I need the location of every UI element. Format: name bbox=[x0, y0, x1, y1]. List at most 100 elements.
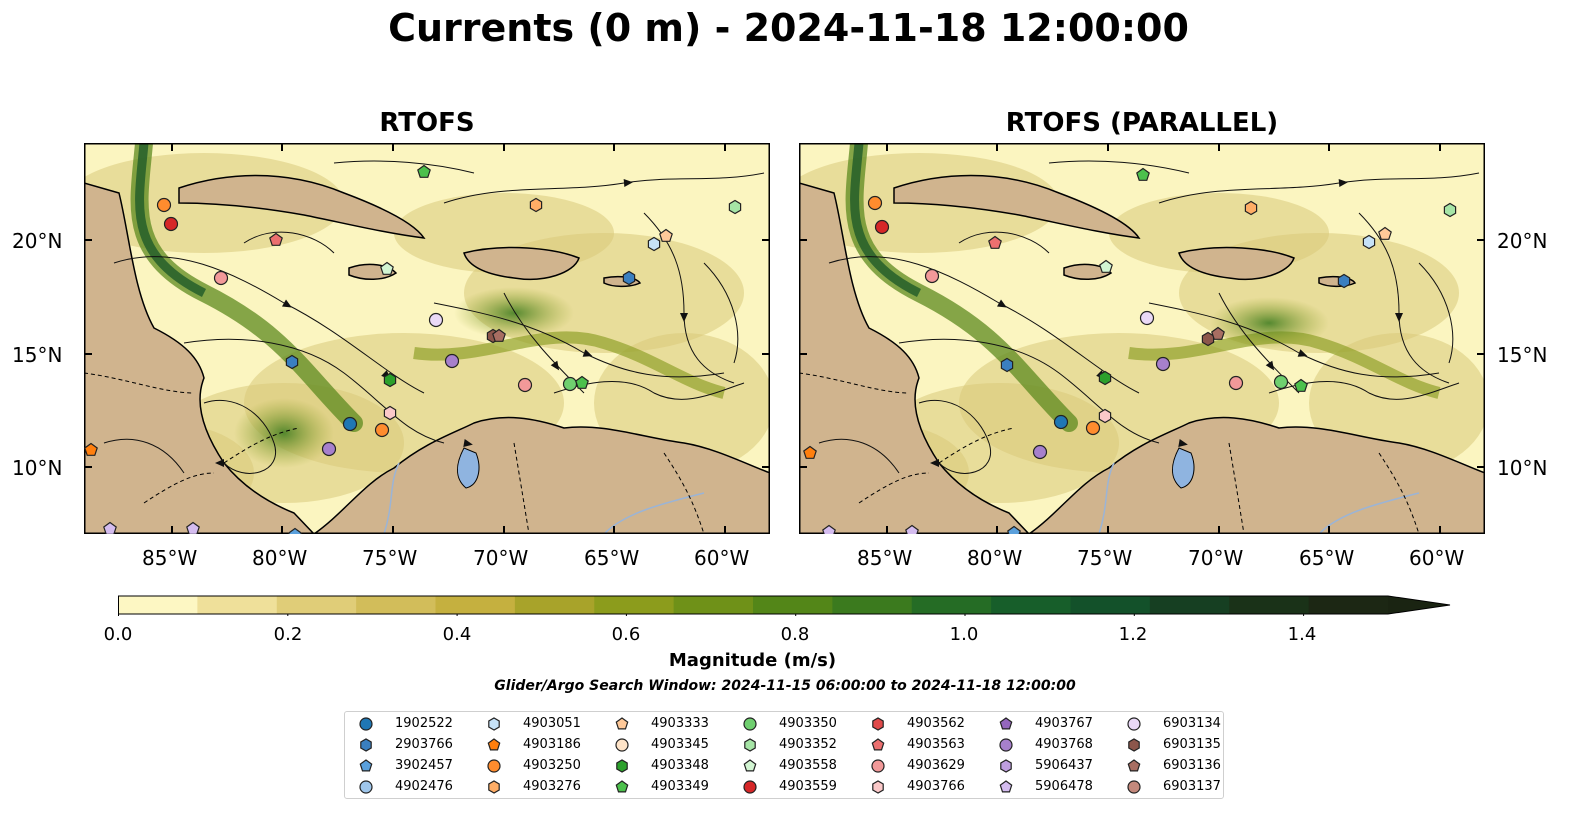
map-panel-rtofs bbox=[84, 143, 770, 534]
legend-marker bbox=[999, 738, 1013, 752]
legend-marker bbox=[488, 780, 500, 794]
float-marker-4903629 bbox=[517, 377, 533, 393]
float-marker-4903349 bbox=[417, 164, 431, 178]
legend-marker-circle-icon bbox=[743, 780, 757, 794]
panel-title-rtofs: RTOFS bbox=[379, 108, 475, 138]
colorbar-tick-7: 1.4 bbox=[1287, 624, 1317, 645]
lon-tick-left-85w: 85°W bbox=[142, 546, 198, 570]
legend-label: 4903629 bbox=[907, 758, 965, 773]
lat-tick-right-20n: 20°N bbox=[1497, 229, 1548, 253]
lake-maracaibo bbox=[457, 447, 480, 489]
float-marker-5906478 bbox=[822, 524, 836, 534]
streamline bbox=[113, 256, 425, 394]
colorbar-tick-3: 0.6 bbox=[611, 624, 641, 645]
streamline-arrow bbox=[463, 439, 473, 447]
lon-tick-left-80w: 80°W bbox=[252, 546, 308, 570]
legend-marker bbox=[487, 738, 501, 751]
float-marker-6903135 bbox=[1201, 331, 1215, 347]
float-marker-4903766 bbox=[383, 405, 397, 421]
legend-marker-pentagon-icon bbox=[359, 759, 373, 772]
colorbar-label: Magnitude (m/s) bbox=[668, 650, 837, 671]
river bbox=[383, 462, 400, 534]
streamline-arrow bbox=[1297, 349, 1308, 357]
legend-marker bbox=[872, 780, 884, 794]
legend-marker bbox=[999, 780, 1013, 793]
legend-marker bbox=[615, 738, 629, 752]
land-central-america bbox=[84, 182, 316, 534]
streamline-arrow bbox=[1178, 439, 1188, 447]
legend-marker-pentagon-icon bbox=[999, 717, 1013, 730]
streamline-arrow bbox=[550, 360, 560, 371]
legend-marker bbox=[359, 780, 373, 794]
float-marker-4903250 bbox=[1085, 420, 1101, 436]
legend-label: 2903766 bbox=[395, 737, 453, 752]
streamline bbox=[1358, 212, 1450, 384]
colorbar-segment bbox=[118, 596, 198, 614]
float-marker-4903349 bbox=[1136, 167, 1150, 181]
country-border bbox=[799, 372, 1015, 504]
legend-label: 4903348 bbox=[651, 758, 709, 773]
streamline-arrow bbox=[215, 459, 224, 467]
lon-tick-right-80w: 80°W bbox=[967, 546, 1023, 570]
river bbox=[603, 492, 705, 534]
streamline bbox=[203, 399, 277, 474]
legend-label: 5906437 bbox=[1035, 758, 1093, 773]
float-marker-4903558 bbox=[380, 261, 394, 275]
float-marker-4903768 bbox=[1155, 356, 1171, 372]
land-central-america bbox=[799, 182, 1031, 534]
legend-label: 4903766 bbox=[907, 779, 965, 794]
float-marker-4903350 bbox=[562, 376, 578, 392]
legend-label: 4903349 bbox=[651, 779, 709, 794]
legend-label: 4903333 bbox=[651, 716, 709, 731]
streamline-arrow bbox=[1395, 313, 1403, 322]
float-marker-5906478 bbox=[103, 521, 117, 534]
legend-label: 4903352 bbox=[779, 737, 837, 752]
legend-marker bbox=[359, 759, 373, 772]
streamline bbox=[918, 399, 992, 474]
colorbar-segment bbox=[1149, 596, 1230, 614]
legend-marker-circle-icon bbox=[487, 759, 501, 773]
float-marker-4903051 bbox=[647, 236, 661, 252]
lat-tick-right-10n: 10°N bbox=[1497, 456, 1548, 480]
lake-maracaibo bbox=[1172, 447, 1195, 489]
colorbar-segment bbox=[276, 596, 357, 614]
colorbar-tick-4: 0.8 bbox=[780, 624, 810, 645]
eddy-feature bbox=[234, 398, 334, 468]
legend-label: 3902457 bbox=[395, 758, 453, 773]
legend-label: 5906478 bbox=[1035, 779, 1093, 794]
colorbar-segment bbox=[514, 596, 595, 614]
legend-marker bbox=[743, 717, 757, 731]
colorbar-segment bbox=[1308, 596, 1389, 614]
legend-marker-pentagon-icon bbox=[1127, 759, 1141, 772]
streamline bbox=[703, 262, 739, 364]
float-marker-4903558 bbox=[1099, 259, 1113, 273]
legend-marker-circle-icon bbox=[615, 738, 629, 752]
map-frame bbox=[799, 143, 1485, 534]
legend-label: 4903562 bbox=[907, 716, 965, 731]
lon-tick-right-60w: 60°W bbox=[1409, 546, 1465, 570]
legend-marker-pentagon-icon bbox=[871, 738, 885, 751]
legend-marker-hexagon-icon bbox=[744, 738, 756, 752]
streamline bbox=[103, 438, 185, 474]
float-marker-4903349 bbox=[1294, 378, 1308, 392]
float-marker-4903629 bbox=[213, 270, 229, 286]
search-window-text: Glider/Argo Search Window: 2024-11-15 06… bbox=[494, 678, 1076, 694]
colorbar bbox=[118, 595, 1451, 616]
map-frame bbox=[84, 143, 770, 534]
legend-marker bbox=[999, 717, 1013, 730]
legend-marker-pentagon-icon bbox=[615, 780, 629, 793]
caribbean-current bbox=[1128, 331, 1441, 399]
land-jamaica bbox=[1063, 263, 1113, 280]
lat-tick-left-10n: 10°N bbox=[12, 456, 63, 480]
legend: 1902522 2903766 3902457 4902476 4903051 49031… bbox=[344, 711, 1224, 799]
colorbar-segment bbox=[594, 596, 675, 614]
legend-marker-hexagon-icon bbox=[488, 717, 500, 731]
legend-label: 4903350 bbox=[779, 716, 837, 731]
colorbar-segment bbox=[197, 596, 278, 614]
float-marker-6903136 bbox=[492, 328, 506, 342]
colorbar-tick-0: 0.0 bbox=[103, 624, 133, 645]
streamline bbox=[1418, 262, 1454, 364]
legend-label: 4903768 bbox=[1035, 737, 1093, 752]
colorbar-segment bbox=[673, 596, 754, 614]
legend-marker-circle-icon bbox=[871, 759, 885, 773]
